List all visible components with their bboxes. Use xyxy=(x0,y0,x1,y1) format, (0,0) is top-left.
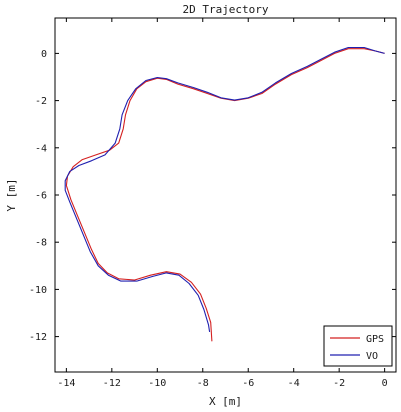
x-tick-label: -2 xyxy=(333,378,345,389)
y-tick-label: -8 xyxy=(35,238,47,249)
x-tick-label: -8 xyxy=(197,378,209,389)
x-tick-label: -4 xyxy=(288,378,300,389)
y-tick-label: -10 xyxy=(29,285,47,296)
y-tick-label: 0 xyxy=(41,49,47,60)
y-tick-label: -2 xyxy=(35,96,47,107)
y-tick-label: -4 xyxy=(35,143,47,154)
y-axis-label: Y [m] xyxy=(5,178,18,211)
legend-label-gps: GPS xyxy=(366,334,384,345)
y-tick-label: -6 xyxy=(35,191,47,202)
x-tick-label: -10 xyxy=(148,378,166,389)
x-tick-label: -6 xyxy=(242,378,254,389)
legend-box xyxy=(323,325,393,367)
plot-area: -14 -12 -10 -8 -6 -4 -2 0 0 -2 -4 -6 -8 -10 -12 xyxy=(29,17,397,389)
series-line-gps xyxy=(65,48,385,342)
x-tick-label: 0 xyxy=(382,378,388,389)
legend-label-vo: VO xyxy=(366,351,378,362)
legend: GPS VO xyxy=(323,325,393,367)
x-tick-label: -12 xyxy=(103,378,121,389)
series-line-vo xyxy=(64,46,385,332)
x-axis-label: X [m] xyxy=(209,395,242,408)
y-tick-label: -12 xyxy=(29,332,47,343)
chart-title: 2D Trajectory xyxy=(182,3,268,16)
x-tick-label: -14 xyxy=(57,378,75,389)
plot-frame xyxy=(54,17,397,373)
